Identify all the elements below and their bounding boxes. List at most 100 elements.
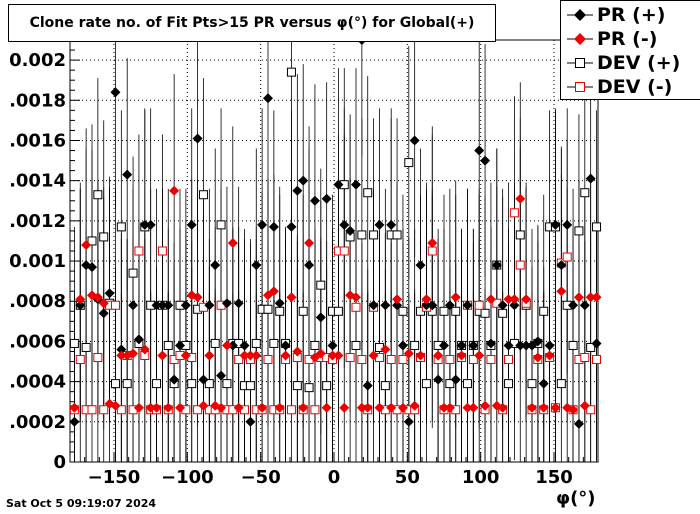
- data-point-diamond: [221, 340, 232, 351]
- data-point-diamond: [439, 340, 449, 351]
- data-point-diamond: [245, 416, 256, 427]
- y-tick-label: .0004: [9, 372, 66, 393]
- data-point-square: [310, 340, 320, 350]
- data-point-square: [539, 306, 549, 316]
- data-point-diamond: [380, 344, 391, 355]
- data-point-square: [198, 190, 208, 200]
- y-tick-label: .0006: [9, 331, 66, 352]
- data-point-square: [421, 379, 431, 389]
- data-point-diamond: [128, 300, 139, 311]
- x-tick-label: 0: [328, 467, 341, 488]
- data-point-diamond: [527, 402, 537, 413]
- data-point-diamond: [568, 404, 579, 415]
- data-point-diamond: [239, 340, 250, 351]
- data-point-diamond: [198, 374, 209, 385]
- data-point-diamond: [480, 155, 491, 166]
- data-point-diamond: [415, 350, 426, 361]
- red-diamond-marker-icon: [567, 33, 593, 45]
- data-point-diamond: [397, 402, 408, 413]
- data-point-diamond: [591, 292, 602, 303]
- data-point-diamond: [550, 402, 561, 413]
- y-tick-label: .0016: [9, 130, 66, 151]
- chart-title-box: Clone rate no. of Fit Pts>15 PR versus φ…: [8, 4, 496, 42]
- data-point-diamond: [568, 300, 579, 311]
- data-point-square: [251, 338, 261, 348]
- data-point-square: [99, 232, 109, 242]
- data-point-square: [116, 222, 126, 232]
- data-point-diamond: [403, 348, 414, 359]
- data-point-square: [193, 405, 203, 415]
- data-point-diamond: [280, 340, 291, 351]
- legend-item-dev-minus: DEV (-): [561, 75, 700, 99]
- data-point-square: [386, 355, 396, 365]
- data-point-diamond: [175, 402, 185, 413]
- data-point-square: [504, 379, 514, 389]
- data-point-diamond: [98, 308, 109, 319]
- y-tick-label: 0.002: [9, 50, 66, 71]
- data-point-diamond: [515, 193, 526, 204]
- data-point-square: [187, 379, 197, 389]
- data-point-diamond: [427, 237, 438, 248]
- data-point-square: [462, 379, 472, 389]
- data-point-square: [357, 355, 367, 365]
- data-point-diamond: [450, 292, 461, 303]
- data-point-square: [574, 226, 584, 236]
- data-point-diamond: [327, 340, 338, 351]
- data-point-square: [380, 381, 390, 391]
- data-point-square: [474, 300, 484, 310]
- data-point-diamond: [456, 350, 467, 361]
- legend-label: DEV (-): [597, 76, 673, 98]
- x-tick-label: 150: [535, 467, 573, 488]
- data-point-square: [128, 268, 138, 278]
- data-point-square: [592, 222, 602, 232]
- data-point-square: [451, 306, 461, 316]
- data-point-diamond: [204, 350, 215, 361]
- data-point-diamond: [409, 135, 420, 146]
- red-square-marker-icon: [567, 82, 593, 92]
- data-point-diamond: [579, 300, 590, 311]
- data-point-diamond: [175, 340, 185, 351]
- data-point-diamond: [192, 292, 203, 303]
- data-point-diamond: [151, 300, 162, 311]
- data-point-diamond: [591, 338, 602, 349]
- data-point-diamond: [351, 292, 361, 303]
- data-point-diamond: [210, 260, 221, 271]
- data-point-diamond: [139, 344, 150, 355]
- data-point-diamond: [368, 300, 379, 311]
- data-point-square: [163, 340, 173, 350]
- data-point-diamond: [151, 402, 162, 413]
- data-point-diamond: [433, 374, 444, 385]
- data-point-square: [351, 302, 361, 312]
- data-point-diamond: [497, 402, 508, 413]
- data-point-diamond: [444, 402, 455, 413]
- data-point-diamond: [480, 400, 491, 411]
- y-tick-label: 0: [53, 452, 66, 473]
- data-point-diamond: [233, 402, 244, 413]
- data-point-diamond: [538, 402, 549, 413]
- data-point-diamond: [92, 292, 103, 303]
- data-point-square: [404, 158, 414, 168]
- data-point-diamond: [257, 402, 268, 413]
- data-point-diamond: [216, 402, 227, 413]
- data-point-diamond: [439, 402, 449, 413]
- data-point-square: [351, 340, 361, 350]
- data-point-diamond: [380, 300, 391, 311]
- data-point-diamond: [227, 237, 238, 248]
- data-point-square: [222, 379, 232, 389]
- data-point-square: [427, 246, 437, 256]
- data-point-square: [480, 308, 490, 318]
- data-point-square: [263, 304, 273, 314]
- data-point-diamond: [110, 87, 121, 98]
- data-point-diamond: [133, 402, 144, 413]
- data-point-square: [263, 355, 273, 365]
- data-point-square: [286, 67, 296, 77]
- data-point-diamond: [216, 370, 227, 381]
- data-point-diamond: [69, 402, 80, 413]
- data-point-square: [468, 355, 478, 365]
- data-point-diamond: [75, 294, 86, 305]
- data-point-diamond: [315, 348, 326, 359]
- data-point-square: [87, 236, 97, 246]
- x-tick-label: −150: [88, 467, 141, 488]
- data-point-square: [110, 379, 120, 389]
- legend-item-pr-minus: PR (-): [561, 27, 700, 51]
